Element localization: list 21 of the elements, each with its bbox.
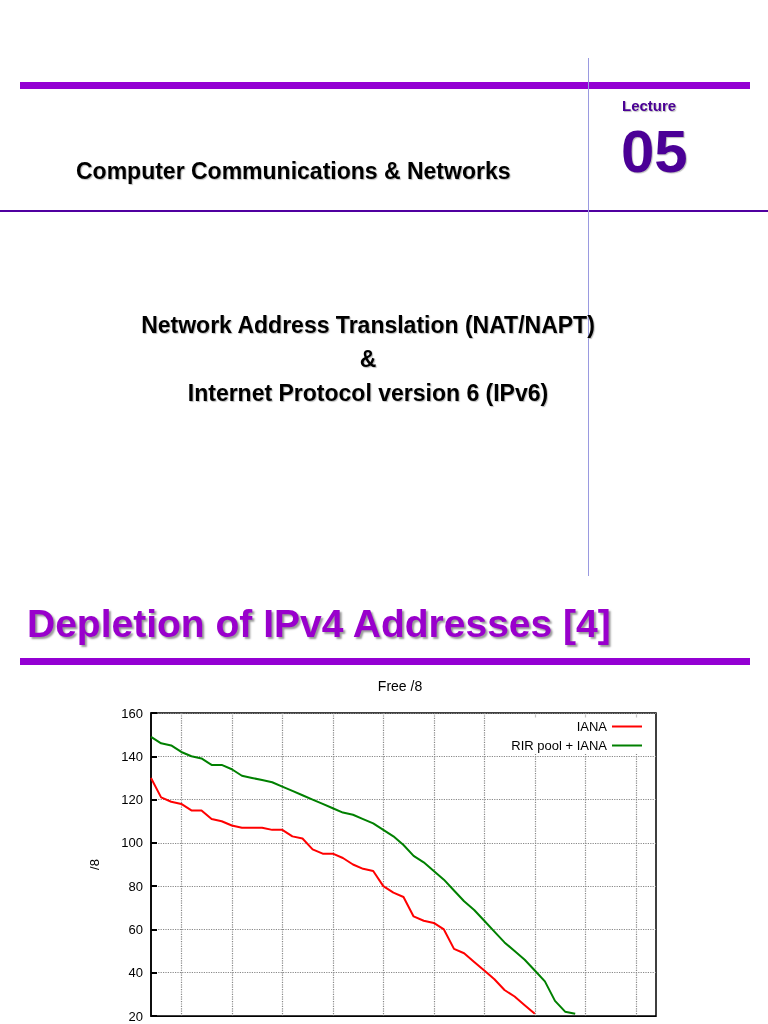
line-series bbox=[150, 776, 536, 1015]
y-tick-label: 140 bbox=[121, 748, 143, 764]
y-axis-title: /8 bbox=[87, 859, 102, 870]
y-tick-label: 100 bbox=[121, 835, 143, 851]
legend-label: RIR pool + IANA bbox=[511, 738, 608, 753]
y-tick-label: 20 bbox=[128, 1008, 143, 1024]
y-tick-label: 80 bbox=[128, 878, 143, 894]
text: Computer Communications & Networks bbox=[76, 158, 511, 185]
line-series bbox=[150, 735, 577, 1015]
y-tick-label: 60 bbox=[128, 921, 143, 937]
text: & bbox=[358, 346, 378, 373]
text: Depletion of IPv4 Addresses [4] bbox=[27, 602, 611, 646]
y-tick-label: 120 bbox=[121, 792, 143, 808]
y-tick-label: 40 bbox=[128, 965, 143, 981]
legend-label: IANA bbox=[576, 719, 608, 734]
text: Internet Protocol version 6 (IPv6) bbox=[186, 380, 550, 407]
y-tick-label: 160 bbox=[121, 705, 143, 721]
text: Lecture bbox=[622, 97, 677, 114]
chart-title: Free /8 bbox=[377, 678, 423, 694]
text: 05 bbox=[621, 118, 688, 185]
text: Network Address Translation (NAT/NAPT) bbox=[140, 312, 596, 339]
